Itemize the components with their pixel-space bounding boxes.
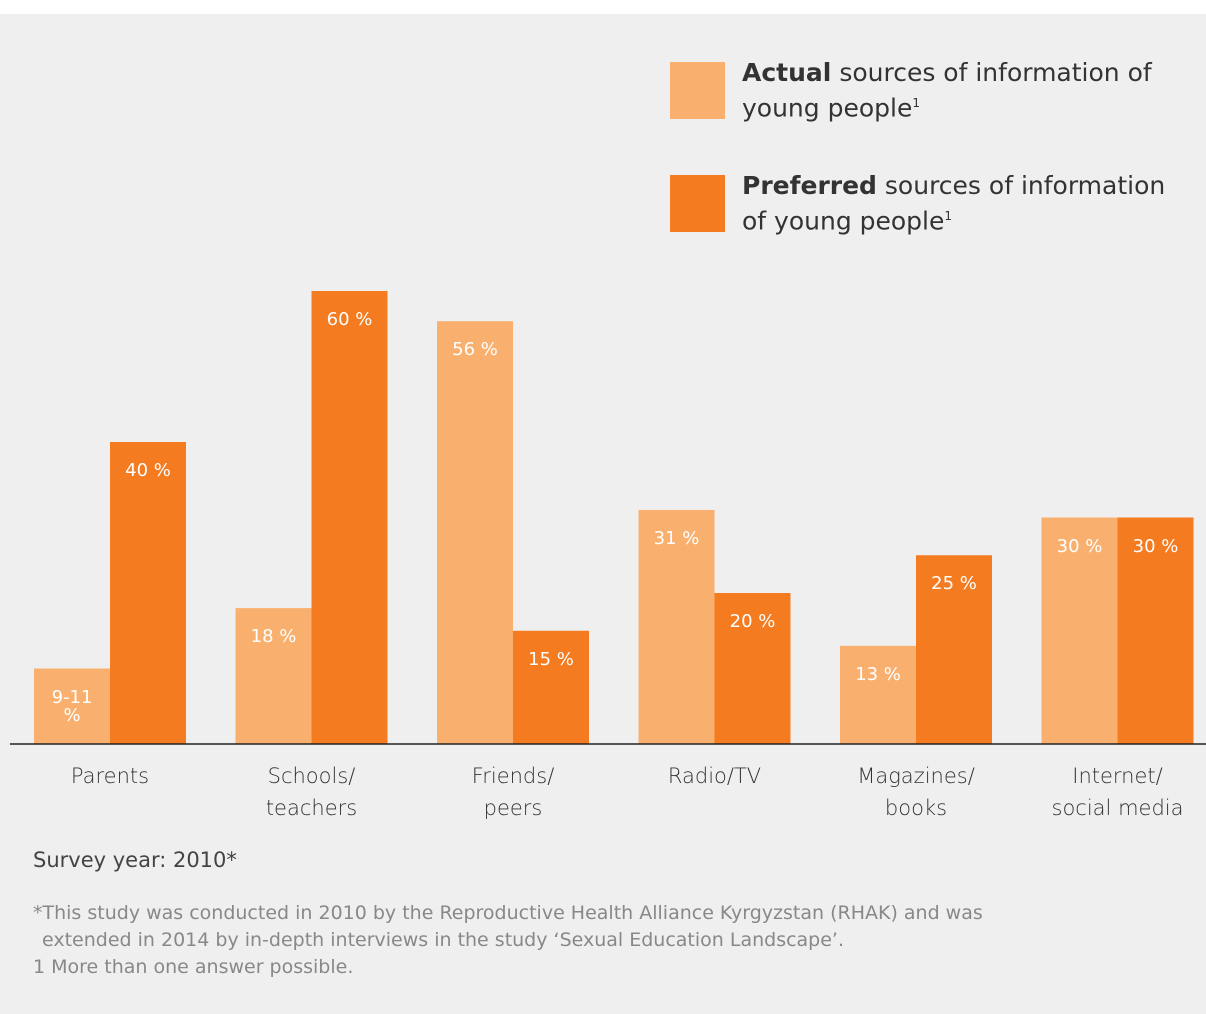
bar [840,645,916,744]
value-label: 30 % [1056,535,1103,557]
bar [110,442,186,744]
value-label: 25 % [931,573,977,595]
value-label: 18 % [250,626,297,648]
legend-note: 1 [912,96,920,110]
bar [235,608,312,744]
legend-entry: Actual sources of information of young p… [742,58,1182,123]
bar [916,555,992,744]
bar [513,630,589,744]
value-label: 9-11 % [51,686,93,726]
bar [714,593,791,744]
value-label: 15 % [528,648,574,670]
plot [10,291,1206,745]
x-tick-label: Schools/ teachers [265,764,358,820]
legend-text: sources of information of young people [742,58,1152,123]
value-label: 20 % [729,611,776,632]
legend-name: Actual [742,58,832,87]
footnote: extended in 2014 by in-depth interviews … [42,929,845,951]
x-tick-label: Magazines/ books [857,764,975,820]
bar [311,291,388,744]
legend-swatch [670,62,725,119]
footnote: *This study was conducted in 2010 by the… [33,902,983,924]
x-tick-label: Parents [70,764,150,788]
footnote: 1 More than one answer possible. [33,956,354,978]
bar [34,668,110,744]
subtitle: Survey year: 2010* [33,848,237,872]
bar [1041,517,1118,744]
bar [1117,517,1194,744]
bar [437,321,513,744]
value-label: 30 % [1132,535,1179,557]
x-tick-label: Internet/ social media [1051,764,1184,820]
x-tick-label: Friends/ peers [471,764,555,820]
x-tick-label: Radio/TV [667,764,762,788]
legend-entry: Preferred sources of information of youn… [742,171,1182,236]
value-label: 31 % [653,527,700,549]
value-label: 13 % [855,663,901,685]
value-label: 56 % [452,339,498,361]
value-label: 60 % [326,309,373,330]
legend-note: 1 [944,209,953,223]
chart: Survey year: 2010* 9-11 % 40 % Parents 18 %… [0,14,1206,1014]
legend-name: Preferred [742,171,877,200]
value-label: 40 % [125,460,171,481]
legend-text: sources of information of young people [742,171,1166,236]
bar [638,509,715,744]
legend-swatch [670,175,725,232]
